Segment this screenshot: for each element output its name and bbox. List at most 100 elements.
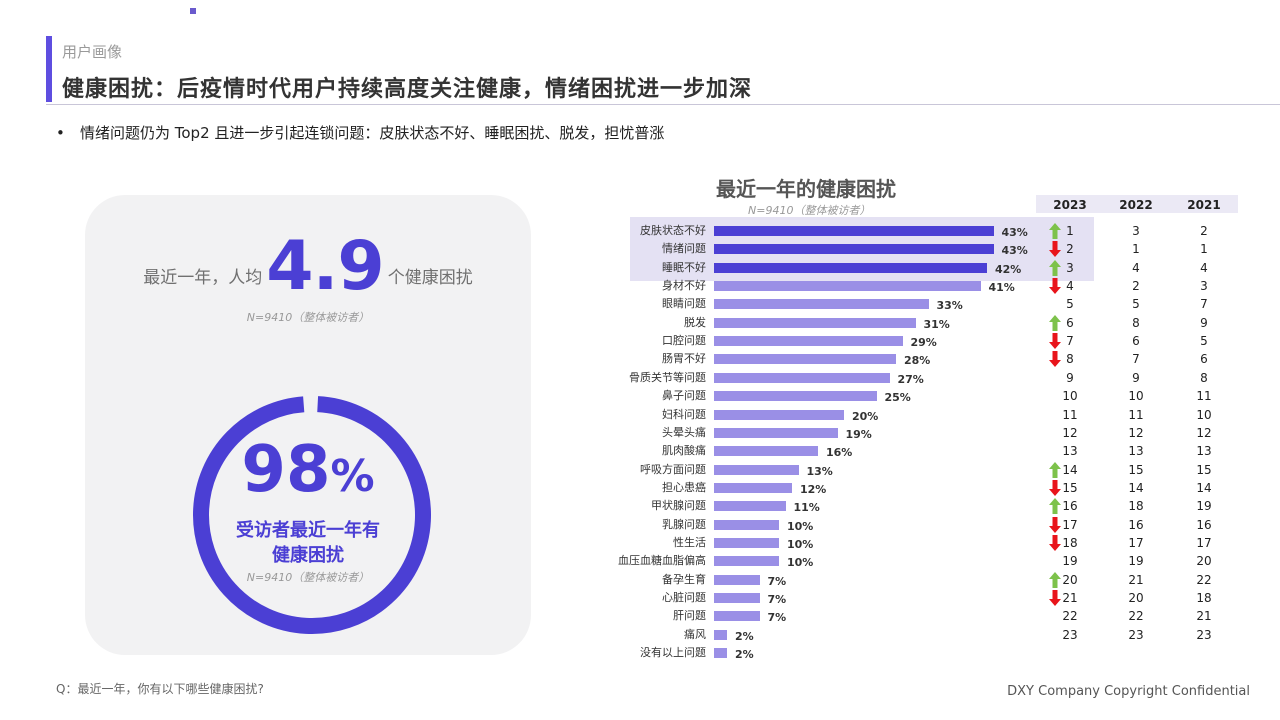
trend-down-icon <box>1048 240 1062 258</box>
rank-2022: 18 <box>1128 499 1144 514</box>
rank-2023: 23 <box>1062 627 1078 642</box>
rank-2022: 13 <box>1128 444 1144 459</box>
chart-row: 皮肤状态不好 43% 1 3 2 <box>0 222 1280 240</box>
chart-row: 血压血糖血脂偏高 10% 19 19 20 <box>0 552 1280 570</box>
category-label: 心脏问题 <box>662 591 706 604</box>
rank-2023: 6 <box>1066 315 1074 330</box>
rank-2022: 10 <box>1128 389 1144 404</box>
rank-2022: 21 <box>1128 572 1144 587</box>
category-label: 肠胃不好 <box>662 352 706 366</box>
ring-label: 受访者最近一年有 健康困扰 <box>85 518 531 568</box>
chart-row: 痛风 2% 23 23 23 <box>0 626 1280 644</box>
rank-2023: 19 <box>1062 554 1078 569</box>
bar-value: 13% <box>806 464 833 478</box>
survey-question: Q：最近一年，你有以下哪些健康困扰? <box>56 682 264 696</box>
rank-2023: 4 <box>1066 279 1074 294</box>
trend-up-icon <box>1048 461 1062 479</box>
rank-2021: 16 <box>1196 517 1212 532</box>
rank-2023: 17 <box>1062 517 1078 532</box>
rank-2022: 7 <box>1132 352 1140 367</box>
trend-down-icon <box>1048 350 1062 368</box>
ring-label-line1: 受访者最近一年有 <box>236 520 380 541</box>
rank-2021: 21 <box>1196 609 1212 624</box>
avg-value: 4.9 <box>266 227 384 306</box>
ring-label-line2: 健康困扰 <box>272 545 344 566</box>
bar-value: 43% <box>1001 226 1028 239</box>
category-label: 鼻子问题 <box>662 389 706 403</box>
rank-2021: 18 <box>1196 591 1212 605</box>
key-insight-text: 情绪问题仍为 Top2 且进一步引起连锁问题：皮肤状态不好、睡眠困扰、脱发，担忧… <box>80 124 665 142</box>
bar-value: 12% <box>800 482 827 496</box>
page-title: 健康困扰：后疫情时代用户持续高度关注健康，情绪困扰进一步加深 <box>62 77 753 102</box>
rank-2023: 7 <box>1066 334 1074 349</box>
bar <box>714 446 818 457</box>
bar <box>714 226 994 236</box>
rank-2023: 18 <box>1062 535 1078 550</box>
bar <box>714 501 786 512</box>
rank-2022: 19 <box>1128 554 1144 569</box>
rank-2023: 5 <box>1066 297 1074 312</box>
bar <box>714 537 779 548</box>
trend-down-icon <box>1048 516 1062 534</box>
rank-2021: 22 <box>1196 572 1212 587</box>
rank-2022: 17 <box>1128 535 1144 550</box>
avg-suffix: 个健康困扰 <box>387 268 473 288</box>
trend-up-icon <box>1048 222 1062 240</box>
rank-2021: 12 <box>1196 425 1212 440</box>
decorative-dot <box>190 8 196 14</box>
category-label: 骨质关节等问题 <box>629 370 706 384</box>
title-divider <box>46 104 1280 105</box>
category-label: 备孕生育 <box>662 572 706 586</box>
col-header-2021: 2021 <box>1187 198 1221 212</box>
chart-row: 心脏问题 7% 21 20 18 <box>0 589 1280 607</box>
trend-down-icon <box>1048 277 1062 295</box>
bar <box>714 299 929 310</box>
rank-2022: 23 <box>1128 627 1144 642</box>
rank-2023: 12 <box>1062 425 1078 440</box>
bar-value: 7% <box>767 593 787 606</box>
rank-2023: 10 <box>1062 389 1078 404</box>
rank-2023: 21 <box>1062 591 1078 605</box>
category-label: 口腔问题 <box>662 334 706 348</box>
bar <box>714 336 903 347</box>
rank-table-header <box>1036 195 1238 213</box>
trend-up-icon <box>1048 497 1062 515</box>
category-label: 痛风 <box>684 627 706 641</box>
category-label: 乳腺问题 <box>662 517 706 531</box>
chart-row: 头晕头痛 19% 12 12 12 <box>0 424 1280 442</box>
chart-row: 备孕生育 7% 20 21 22 <box>0 571 1280 589</box>
chart-row: 脱发 31% 6 8 9 <box>0 314 1280 332</box>
bar-value: 7% <box>767 574 787 588</box>
donut-ring <box>193 396 431 634</box>
chart-row: 乳腺问题 10% 17 16 16 <box>0 516 1280 534</box>
trend-down-icon <box>1048 589 1062 607</box>
ring-sample-note: N=9410（整体被访者） <box>246 571 370 584</box>
rank-2023: 11 <box>1062 407 1078 422</box>
category-label: 妇科问题 <box>662 407 706 421</box>
rank-2021: 6 <box>1200 352 1208 367</box>
rank-2021: 10 <box>1196 407 1212 422</box>
category-label: 脱发 <box>684 315 706 329</box>
chart-row: 担心患癌 12% 15 14 14 <box>0 479 1280 497</box>
bar-value: 2% <box>735 629 754 643</box>
bar-value: 10% <box>787 556 814 570</box>
rank-2022: 22 <box>1128 609 1144 624</box>
rank-2021: 4 <box>1200 260 1208 275</box>
bar <box>714 519 779 530</box>
ring-percent-symbol: % <box>330 451 375 502</box>
category-label: 性生活 <box>673 535 706 549</box>
rank-2021: 20 <box>1196 554 1212 569</box>
avg-sample-note: N=9410（整体被访者） <box>246 311 370 324</box>
rank-2021: 23 <box>1196 627 1212 642</box>
avg-stat: 最近一年，人均4.9 个健康困扰 <box>85 227 531 306</box>
bar <box>714 391 877 402</box>
rank-2022: 14 <box>1128 480 1144 495</box>
rank-2023: 9 <box>1066 370 1074 385</box>
chart-row: 口腔问题 29% 7 6 5 <box>0 332 1280 350</box>
rank-2021: 2 <box>1200 224 1208 238</box>
bar <box>714 482 792 493</box>
bar-value: 10% <box>787 519 814 533</box>
bar-value: 19% <box>845 427 872 441</box>
rank-2022: 1 <box>1132 242 1140 257</box>
category-label: 甲状腺问题 <box>651 499 706 513</box>
